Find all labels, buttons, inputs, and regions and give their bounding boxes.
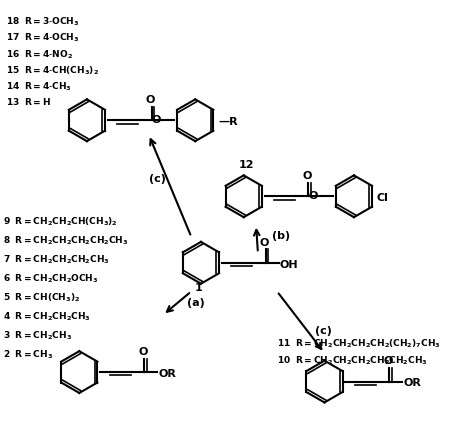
Text: O: O	[146, 95, 155, 105]
Text: $\bf{7}$  $\bf{R = CH_2CH_2CH_2CH_3}$: $\bf{7}$ $\bf{R = CH_2CH_2CH_2CH_3}$	[3, 253, 110, 266]
Text: O: O	[138, 347, 148, 357]
Text: OH: OH	[280, 260, 299, 270]
Text: $\bf{8}$  $\bf{R = CH_2CH_2CH_2CH_2CH_3}$: $\bf{8}$ $\bf{R = CH_2CH_2CH_2CH_2CH_3}$	[3, 234, 129, 247]
Text: $\bf{9}$  $\bf{R = CH_2CH_2CH(CH_3)_2}$: $\bf{9}$ $\bf{R = CH_2CH_2CH(CH_3)_2}$	[3, 215, 118, 228]
Text: 1: 1	[194, 283, 202, 293]
Text: $\bf{13}$  $\bf{R = H}$: $\bf{13}$ $\bf{R = H}$	[6, 97, 51, 108]
Text: O: O	[383, 356, 393, 366]
Text: $\bf{16}$  $\bf{R = 4\text{-}NO_2}$: $\bf{16}$ $\bf{R = 4\text{-}NO_2}$	[6, 48, 73, 60]
Text: $\bf{14}$  $\bf{R = 4\text{-}CH_3}$: $\bf{14}$ $\bf{R = 4\text{-}CH_3}$	[6, 80, 72, 93]
Text: $\bf{2}$  $\bf{R = CH_3}$: $\bf{2}$ $\bf{R = CH_3}$	[3, 348, 54, 361]
Text: $\bf{5}$  $\bf{R = CH(CH_3)_2}$: $\bf{5}$ $\bf{R = CH(CH_3)_2}$	[3, 292, 81, 304]
Text: (b): (b)	[272, 231, 290, 241]
Text: O: O	[303, 171, 312, 181]
Text: OR: OR	[403, 378, 421, 389]
Text: O: O	[309, 191, 318, 201]
Text: Cl: Cl	[377, 193, 389, 203]
Text: $\bf{17}$  $\bf{R = 4\text{-}OCH_3}$: $\bf{17}$ $\bf{R = 4\text{-}OCH_3}$	[6, 32, 80, 45]
Text: $\bf{10}$  $\bf{R = CH_2CH_2CH_2CH_2CH_2CH_3}$: $\bf{10}$ $\bf{R = CH_2CH_2CH_2CH_2CH_2C…	[277, 355, 428, 367]
Text: OR: OR	[158, 369, 176, 379]
Text: (c): (c)	[315, 326, 332, 336]
Text: $\bf{18}$  $\bf{R = 3\text{-}OCH_3}$: $\bf{18}$ $\bf{R = 3\text{-}OCH_3}$	[6, 16, 80, 28]
Text: 12: 12	[239, 160, 254, 170]
Text: —R: —R	[218, 117, 237, 127]
Text: (c): (c)	[149, 174, 165, 184]
Text: $\bf{3}$  $\bf{R = CH_2CH_3}$: $\bf{3}$ $\bf{R = CH_2CH_3}$	[3, 329, 73, 342]
Text: O: O	[260, 238, 269, 248]
Text: $\bf{11}$  $\bf{R = CH_2CH_2CH_2CH_2(CH_2)_7CH_3}$: $\bf{11}$ $\bf{R = CH_2CH_2CH_2CH_2(CH_2…	[277, 338, 441, 350]
Text: $\bf{4}$  $\bf{R = CH_2CH_2CH_3}$: $\bf{4}$ $\bf{R = CH_2CH_2CH_3}$	[3, 310, 91, 323]
Text: $\bf{15}$  $\bf{R = 4\text{-}CH(CH_3)_2}$: $\bf{15}$ $\bf{R = 4\text{-}CH(CH_3)_2}$	[6, 64, 99, 77]
Text: O: O	[152, 115, 161, 125]
Text: $\bf{6}$  $\bf{R = CH_2CH_2OCH_3}$: $\bf{6}$ $\bf{R = CH_2CH_2OCH_3}$	[3, 272, 99, 285]
Text: (a): (a)	[187, 298, 204, 307]
